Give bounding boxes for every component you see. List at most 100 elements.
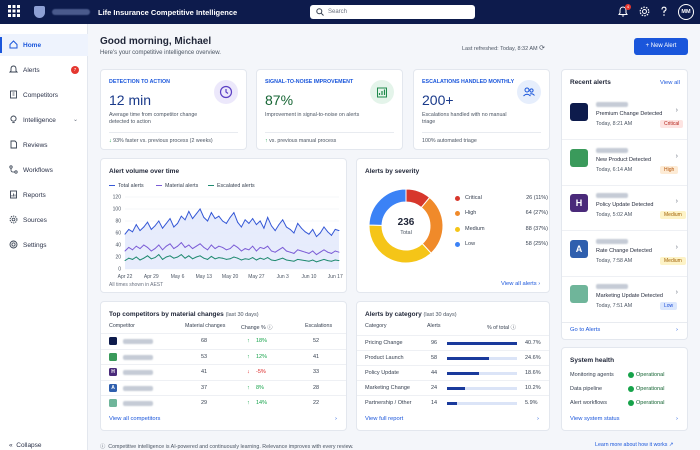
chevron-right-icon[interactable]: ›: [675, 152, 678, 160]
arrow-up-icon: ↑: [265, 138, 268, 144]
table-row[interactable]: Marketing Change 24 10.2%: [357, 380, 549, 395]
data-point: [233, 212, 235, 214]
data-point: [214, 218, 216, 220]
sidebar-item-label: Reports: [23, 192, 46, 199]
info-icon[interactable]: ⓘ: [510, 325, 516, 331]
sidebar-item-label: Reviews: [23, 142, 48, 149]
priority-badge: Medium: [660, 211, 686, 219]
data-point: [285, 259, 287, 261]
high-dot: [455, 211, 460, 216]
avatar[interactable]: MM: [678, 4, 694, 20]
learn-more-link[interactable]: Learn more about how it works ↗: [595, 442, 674, 448]
health-name: Data pipeline: [570, 386, 603, 392]
sidebar-item-workflows[interactable]: Workflows: [0, 159, 88, 181]
chevron-right-icon[interactable]: ›: [676, 327, 678, 333]
category-bar: [447, 372, 479, 375]
gear-icon[interactable]: [639, 6, 650, 17]
data-point: [301, 259, 302, 261]
help-icon[interactable]: [659, 6, 669, 17]
settings-icon: [9, 240, 18, 249]
data-point: [203, 246, 205, 248]
category-percent: 18.6%: [525, 370, 541, 376]
data-point: [225, 258, 227, 260]
sidebar-item-reviews[interactable]: Reviews: [0, 134, 88, 156]
sidebar-item-intelligence[interactable]: Intelligence ⌄: [0, 109, 88, 131]
category-name: Pricing Change: [365, 340, 403, 346]
series-line-material: [124, 241, 340, 256]
chevron-right-icon[interactable]: ›: [676, 416, 678, 422]
table-row[interactable]: 29 ↑ 14% 22: [101, 395, 346, 410]
data-point: [270, 225, 272, 227]
sidebar-item-competitors[interactable]: Competitors: [0, 84, 88, 106]
app-grid-icon[interactable]: [8, 5, 20, 19]
category-percent: 24.6%: [525, 355, 541, 361]
data-point: [338, 260, 340, 262]
data-point: [124, 250, 126, 252]
table-row[interactable]: Product Launch 58 24.6%: [357, 350, 549, 365]
legend-material: Material alerts: [156, 183, 198, 189]
sidebar-item-reports[interactable]: Reports: [0, 184, 88, 206]
data-point: [154, 248, 156, 250]
competitor-name-redacted: [596, 238, 628, 244]
alert-title: Rate Change Detected: [596, 247, 652, 254]
collapse-button[interactable]: « Collapse: [9, 442, 42, 449]
view-all-competitors-link[interactable]: View all competitors: [109, 416, 161, 422]
table-row[interactable]: Partnership / Other 14 5.9%: [357, 395, 549, 410]
x-tick-label: Jun 10: [301, 274, 316, 280]
chevron-right-icon[interactable]: ›: [537, 416, 539, 422]
list-item[interactable]: A Rate Change Detected Today, 7:58 AM Mediu…: [562, 233, 687, 277]
priority-badge: Critical: [660, 120, 684, 128]
data-point: [274, 230, 276, 232]
table-row[interactable]: H 41 ↓ -5% 33: [101, 364, 346, 379]
material-changes: 41: [201, 369, 208, 375]
bell-icon[interactable]: [618, 6, 628, 17]
severity-value: 64 (27%): [525, 210, 548, 216]
change-percent: 18%: [256, 338, 268, 344]
table-row[interactable]: 53 ↑ 12% 41: [101, 348, 346, 364]
data-point: [323, 258, 325, 260]
table-row[interactable]: 68 ↑ 18% 52: [101, 333, 346, 348]
list-item[interactable]: New Product Detected Today, 6:14 AM High ›: [562, 142, 687, 186]
chevron-right-icon[interactable]: ›: [675, 289, 678, 296]
chevron-right-icon[interactable]: ›: [335, 416, 337, 422]
view-all-link[interactable]: View all: [660, 80, 680, 86]
low-dot: [455, 242, 460, 247]
chevron-right-icon[interactable]: ›: [675, 243, 678, 251]
view-system-status-link[interactable]: View system status: [570, 416, 620, 422]
priority-badge: High: [660, 165, 679, 174]
table-row[interactable]: A 37 ↑ 8% 28: [101, 379, 346, 395]
sidebar-item-home[interactable]: Home: [0, 34, 88, 56]
table-row[interactable]: Pricing Change 96 40.7%: [357, 335, 549, 350]
sidebar-item-sources[interactable]: Sources: [0, 209, 88, 231]
view-all-alerts-link[interactable]: View all alerts ›: [501, 281, 541, 287]
competitor-logo: A: [570, 239, 588, 258]
sidebar-item-label: Workflows: [23, 167, 53, 174]
table-row[interactable]: Policy Update 44 18.6%: [357, 365, 549, 380]
info-icon[interactable]: ⓘ: [267, 325, 273, 331]
search-input[interactable]: Search: [310, 5, 475, 19]
data-point: [338, 251, 340, 253]
list-item[interactable]: Marketing Update Detected Today, 7:51 AM L…: [562, 278, 687, 322]
change-percent: 14%: [256, 400, 268, 406]
escalations: 52: [313, 338, 320, 344]
data-point: [139, 230, 141, 232]
data-point: [259, 257, 261, 259]
list-item[interactable]: H Policy Update Detected Today, 5:02 AM Med…: [562, 187, 687, 231]
sidebar-item-settings[interactable]: Settings: [0, 234, 88, 256]
sidebar-item-alerts[interactable]: Alerts 7: [0, 59, 88, 81]
chevron-right-icon[interactable]: ›: [675, 198, 678, 205]
view-full-report-link[interactable]: View full report: [365, 416, 404, 422]
chevron-right-icon[interactable]: ›: [675, 107, 678, 114]
list-item[interactable]: Premium Change Detected Today, 8:21 AM Cri…: [562, 96, 687, 140]
link-text: View all alerts: [501, 281, 537, 287]
data-point: [285, 226, 287, 228]
data-point: [180, 254, 182, 256]
card-period: (last 30 days): [423, 312, 457, 318]
refresh-icon[interactable]: ⟳: [539, 45, 546, 52]
new-alert-button[interactable]: + New Alert: [634, 38, 688, 55]
column-header: % of total ⓘ: [487, 323, 516, 331]
go-to-alerts-link[interactable]: Go to Alerts: [570, 327, 601, 333]
column-header: Category: [365, 323, 387, 329]
severity-value: 26 (11%): [526, 195, 548, 201]
recent-alerts-card: Recent alerts View all Premium Change De…: [561, 69, 688, 340]
